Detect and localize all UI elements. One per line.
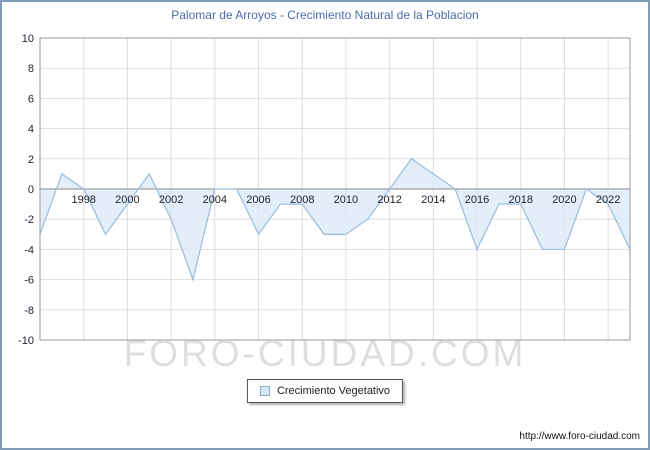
legend-label: Crecimiento Vegetativo xyxy=(276,385,391,397)
svg-text:2: 2 xyxy=(28,154,34,166)
svg-text:6: 6 xyxy=(28,93,34,105)
chart-title: Palomar de Arroyos - Crecimiento Natural… xyxy=(171,8,479,22)
footer-url: http://www.foro-ciudad.com xyxy=(519,431,640,442)
legend-swatch-icon xyxy=(259,386,270,396)
svg-text:2016: 2016 xyxy=(465,194,489,206)
svg-text:2002: 2002 xyxy=(159,194,183,206)
legend: Crecimiento Vegetativo xyxy=(246,379,404,403)
svg-text:10: 10 xyxy=(22,33,34,45)
svg-text:2014: 2014 xyxy=(421,194,445,206)
svg-text:-10: -10 xyxy=(18,335,34,347)
svg-text:1998: 1998 xyxy=(71,194,95,206)
svg-text:-4: -4 xyxy=(24,244,34,256)
svg-text:4: 4 xyxy=(28,124,34,136)
svg-text:0: 0 xyxy=(28,184,34,196)
svg-text:-2: -2 xyxy=(24,214,34,226)
svg-text:-8: -8 xyxy=(24,305,34,317)
svg-text:2018: 2018 xyxy=(508,194,532,206)
svg-text:2000: 2000 xyxy=(115,194,139,206)
svg-text:2010: 2010 xyxy=(334,194,358,206)
svg-text:2006: 2006 xyxy=(246,194,270,206)
svg-text:2012: 2012 xyxy=(377,194,401,206)
svg-text:2008: 2008 xyxy=(290,194,314,206)
svg-text:2022: 2022 xyxy=(596,194,620,206)
svg-text:8: 8 xyxy=(28,63,34,75)
svg-text:-6: -6 xyxy=(24,275,34,287)
svg-text:2004: 2004 xyxy=(203,194,227,206)
svg-text:2020: 2020 xyxy=(552,194,576,206)
